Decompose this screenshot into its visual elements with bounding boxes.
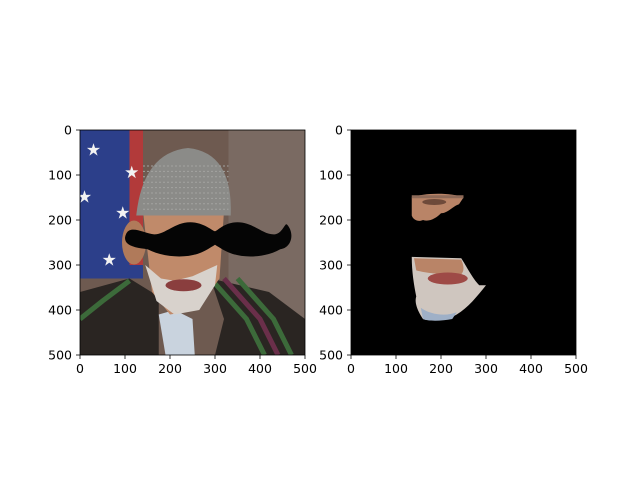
axes-frame bbox=[350, 129, 577, 356]
masked-image bbox=[351, 130, 576, 355]
x-tick-label: 0 bbox=[347, 361, 355, 376]
x-tick-label: 200 bbox=[429, 361, 453, 376]
x-tick-label: 300 bbox=[203, 361, 227, 376]
shawl-stripe bbox=[208, 276, 267, 355]
y-tick-label: 100 bbox=[48, 168, 72, 183]
x-tick-label: 400 bbox=[248, 361, 272, 376]
shirt bbox=[158, 310, 195, 355]
star-icon: ★ bbox=[124, 163, 139, 183]
y-tick-label: 100 bbox=[319, 168, 343, 183]
y-tick-label: 500 bbox=[319, 348, 343, 363]
eye bbox=[422, 199, 447, 205]
y-tick-label: 400 bbox=[319, 303, 343, 318]
x-tick-label: 200 bbox=[158, 361, 182, 376]
mouth bbox=[427, 272, 468, 285]
x-tick-label: 500 bbox=[293, 361, 317, 376]
y-tick-label: 200 bbox=[319, 213, 343, 228]
star-icon: ★ bbox=[86, 140, 101, 160]
photo-image: ★ ★ ★ ★ ★ bbox=[77, 130, 305, 355]
x-tick-label: 100 bbox=[384, 361, 408, 376]
x-tick-label: 300 bbox=[474, 361, 498, 376]
x-tick-label: 500 bbox=[564, 361, 588, 376]
shawl-stripe bbox=[235, 276, 294, 355]
shawl-stripe bbox=[80, 278, 131, 321]
black-background bbox=[351, 130, 576, 355]
x-tick-label: 100 bbox=[113, 361, 137, 376]
subplot-left: ★ ★ ★ ★ ★ 0 100 200 300 400 500 0 100 200 300 400 500 bbox=[48, 123, 317, 377]
shawl-stripe bbox=[222, 276, 281, 355]
star-icon: ★ bbox=[102, 251, 117, 271]
mouth bbox=[165, 279, 202, 292]
shirt-fragment bbox=[420, 307, 457, 321]
mustache-overlay bbox=[125, 222, 292, 257]
y-tick-label: 0 bbox=[64, 123, 72, 138]
y-tick-label: 300 bbox=[48, 258, 72, 273]
y-tick-label: 300 bbox=[319, 258, 343, 273]
x-tick-label: 0 bbox=[76, 361, 84, 376]
coat-left bbox=[80, 278, 159, 355]
star-icon: ★ bbox=[115, 203, 130, 223]
y-tick-label: 200 bbox=[48, 213, 72, 228]
y-tick-label: 500 bbox=[48, 348, 72, 363]
y-tick-label: 0 bbox=[335, 123, 343, 138]
y-tick-label: 400 bbox=[48, 303, 72, 318]
brow bbox=[411, 195, 464, 199]
x-tick-label: 400 bbox=[519, 361, 543, 376]
upper-lip-skin bbox=[414, 258, 464, 277]
subplot-right: 0 100 200 300 400 500 0 100 200 300 400 500 bbox=[319, 123, 588, 377]
star-icon: ★ bbox=[77, 188, 92, 208]
axes-frame bbox=[79, 129, 306, 356]
